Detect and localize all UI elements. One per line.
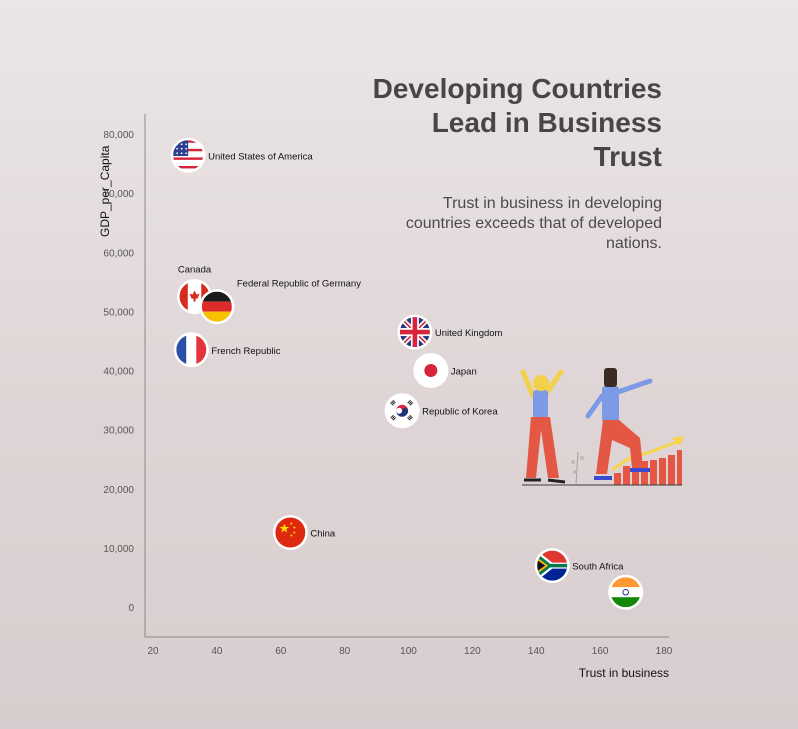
x-tick-label: 40 bbox=[211, 646, 223, 657]
x-tick-label: 140 bbox=[528, 646, 545, 657]
point-label: Japan bbox=[451, 367, 477, 378]
person-right-icon bbox=[585, 368, 653, 480]
data-point-in bbox=[608, 574, 644, 610]
data-point-us: United States of America bbox=[170, 137, 313, 173]
data-point-za: South Africa bbox=[534, 548, 624, 584]
person-left-icon bbox=[520, 369, 566, 484]
y-tick-label: 0 bbox=[128, 603, 134, 614]
point-label: South Africa bbox=[572, 562, 624, 573]
y-tick-label: 80,000 bbox=[103, 130, 134, 141]
gb-flag bbox=[399, 317, 430, 348]
chart-subtitle: Trust in business in developing countrie… bbox=[405, 195, 662, 252]
x-tick-label: 60 bbox=[275, 646, 287, 657]
data-point-kr: Republic of Korea bbox=[384, 393, 498, 429]
chart-title: Developing Countries Lead in Business Tr… bbox=[372, 73, 662, 172]
title-block: Developing Countries Lead in Business Tr… bbox=[302, 72, 662, 254]
point-label: Federal Republic of Germany bbox=[237, 279, 361, 290]
x-tick-label: 120 bbox=[464, 646, 481, 657]
y-tick-label: 50,000 bbox=[103, 307, 134, 318]
y-tick-label: 10,000 bbox=[103, 544, 134, 555]
data-point-gb: United Kingdom bbox=[397, 314, 503, 350]
x-tick-label: 20 bbox=[147, 646, 159, 657]
ticks: 20 40 60 80 100 120 140 160 180 0 10,000 20,000 30,0… bbox=[103, 130, 672, 657]
point-label: Republic of Korea bbox=[422, 407, 498, 418]
x-tick-label: 80 bbox=[339, 646, 351, 657]
axes bbox=[144, 114, 669, 638]
data-point-jp: Japan bbox=[413, 353, 477, 388]
x-tick-label: 160 bbox=[592, 646, 609, 657]
data-point-de: Federal Republic of Germany bbox=[199, 279, 361, 325]
in-flag bbox=[610, 577, 641, 608]
celebration-illustration bbox=[520, 368, 684, 486]
data-point-cn: China bbox=[272, 515, 336, 551]
point-label: French Republic bbox=[211, 346, 280, 357]
de-flag bbox=[201, 291, 232, 322]
jp-flag bbox=[415, 355, 446, 386]
kr-flag bbox=[387, 395, 418, 426]
points: United States of America Canada Federal Re… bbox=[170, 137, 644, 610]
cn-flag bbox=[275, 517, 306, 548]
x-tick-label: 100 bbox=[400, 646, 417, 657]
y-tick-label: 70,000 bbox=[103, 189, 134, 200]
fr-flag bbox=[176, 334, 207, 365]
plant-icon bbox=[571, 451, 584, 485]
y-tick-label: 60,000 bbox=[103, 248, 134, 259]
za-flag bbox=[537, 550, 568, 581]
point-label: United States of America bbox=[208, 151, 313, 162]
y-tick-label: 20,000 bbox=[103, 485, 134, 496]
point-label: Canada bbox=[178, 265, 212, 276]
y-tick-label: 40,000 bbox=[103, 367, 134, 378]
y-tick-label: 30,000 bbox=[103, 426, 134, 437]
point-label: United Kingdom bbox=[435, 328, 503, 339]
x-tick-label: 180 bbox=[656, 646, 673, 657]
data-point-fr: French Republic bbox=[173, 332, 281, 368]
y-axis-label: GDP_per_Capita bbox=[98, 145, 112, 237]
point-label: China bbox=[310, 529, 336, 540]
x-axis-label: Trust in business bbox=[579, 666, 669, 680]
